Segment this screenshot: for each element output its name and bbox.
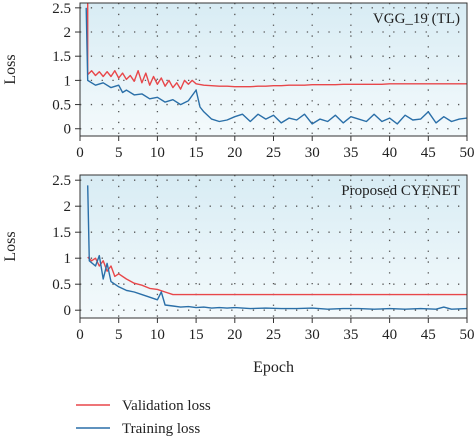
x-tick-label: 25 [266, 145, 281, 161]
legend-label: Validation loss [122, 398, 211, 414]
x-tick-label: 45 [421, 327, 436, 343]
legend: Validation loss Training loss [76, 398, 211, 437]
x-tick-label: 10 [150, 327, 165, 343]
x-tick-label: 50 [460, 327, 474, 343]
chart-panel-2: 0 5 10 15 20 25 30 35 40 45 50 0 0.5 1 1.5 2 2.5 Loss Epoc… [2, 173, 474, 376]
y-tick-label: 0 [64, 303, 72, 319]
y-axis-label: Loss [2, 54, 19, 84]
x-tick-label: 40 [382, 145, 397, 161]
x-tick-label: 30 [305, 145, 320, 161]
panel-label: VGG_19 (TL) [373, 11, 460, 27]
x-tick-label: 20 [227, 145, 242, 161]
series-line-validation-loss [87, 256, 467, 296]
x-tick-label: 50 [460, 145, 474, 161]
x-tick-label: 0 [76, 327, 84, 343]
series-line-validation-loss [86, 3, 467, 90]
x-tick-label: 10 [150, 145, 165, 161]
grid [80, 3, 467, 136]
x-tick-label: 35 [343, 327, 358, 343]
y-tick-label: 2.5 [52, 1, 71, 17]
x-tick-label: 5 [115, 145, 123, 161]
y-tick-label: 1.5 [52, 49, 71, 65]
x-tick-label: 20 [227, 327, 242, 343]
y-tick-label: 1 [64, 73, 72, 89]
x-tick-label: 35 [343, 145, 358, 161]
y-tick-label: 0.5 [52, 98, 71, 114]
series-line-training-loss [87, 185, 467, 310]
x-axis-label: Epoch [253, 359, 294, 376]
x-tick-label: 15 [189, 145, 204, 161]
y-tick-label: 1.5 [52, 225, 71, 241]
panel-label: Proposed CYENET [341, 183, 460, 199]
x-tick-label: 30 [305, 327, 320, 343]
series-line-training-loss [85, 7, 467, 125]
x-tick-label: 5 [115, 327, 123, 343]
y-axis-label: Loss [2, 231, 19, 261]
x-tick-label: 15 [189, 327, 204, 343]
legend-item-validation-loss: Validation loss [76, 398, 211, 414]
y-tick-label: 2 [64, 25, 72, 41]
x-tick-label: 25 [266, 327, 281, 343]
y-tick-label: 0.5 [52, 277, 71, 293]
x-tick-label: 45 [421, 145, 436, 161]
legend-item-training-loss: Training loss [76, 421, 200, 437]
y-tick-label: 2.5 [52, 173, 71, 189]
y-tick-label: 1 [64, 251, 72, 267]
y-tick-label: 0 [64, 122, 72, 138]
legend-label: Training loss [122, 421, 200, 437]
y-tick-label: 2 [64, 199, 72, 215]
x-tick-label: 40 [382, 327, 397, 343]
chart-panel-1: 0 5 10 15 20 25 30 35 40 45 50 0 0.5 1 1.5 2 2.5 Loss VGG_… [2, 1, 474, 161]
x-tick-label: 0 [76, 145, 84, 161]
